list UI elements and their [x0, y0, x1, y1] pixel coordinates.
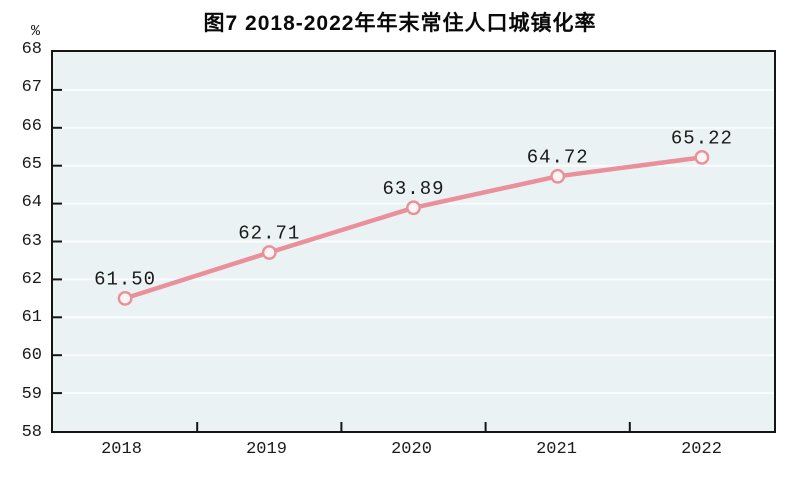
y-axis-tick-label: 60: [21, 346, 42, 366]
data-point-label: 64.72: [527, 146, 589, 168]
y-axis-tick-label: 67: [21, 78, 42, 98]
y-axis-tick-label: 59: [21, 384, 42, 404]
y-axis-tick-label: 64: [21, 193, 42, 213]
data-point-marker: [117, 290, 133, 306]
data-point-label: 65.22: [671, 127, 733, 149]
x-axis-tick-label: 2021: [536, 440, 577, 459]
y-axis-unit-label: %: [30, 23, 40, 40]
y-axis-tick-label: 68: [21, 40, 42, 59]
x-axis-tick-label: 2020: [391, 440, 432, 459]
data-point-marker: [406, 200, 421, 216]
data-point-marker: [550, 168, 566, 184]
y-axis-tick-label: 65: [21, 154, 42, 174]
data-point-label: 61.50: [94, 268, 156, 290]
data-point-label: 63.89: [382, 178, 444, 200]
x-axis-tick-label: 2018: [101, 440, 142, 459]
y-axis-tick-label: 58: [21, 423, 42, 442]
data-point-label: 62.71: [238, 222, 300, 244]
x-axis-tick-label: 2022: [681, 440, 722, 459]
x-axis-tick-label: 2019: [246, 440, 287, 459]
y-axis-tick-label: 61: [21, 308, 42, 328]
y-axis-tick-label: 63: [21, 231, 42, 251]
data-point-marker: [694, 149, 710, 165]
line-chart-canvas: 61.50 62.71 63.89 64.72 65.22: [53, 88, 774, 431]
data-point-marker: [261, 245, 277, 260]
plot-area: 61.50 62.71 63.89 64.72 65.22: [51, 50, 776, 433]
y-axis-tick-label: 66: [21, 116, 42, 136]
chart-title: 图7 2018-2022年年末常住人口城镇化率: [203, 12, 597, 35]
y-axis-tick-label: 62: [21, 269, 42, 289]
